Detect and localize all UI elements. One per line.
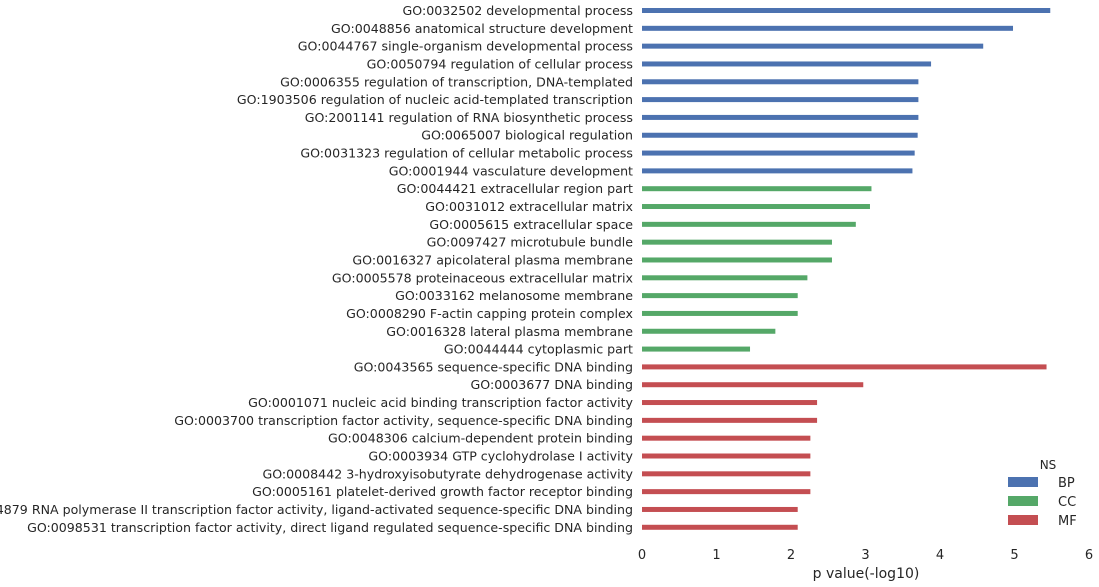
x-tick-label: 1 xyxy=(712,548,720,563)
legend-label-cc: CC xyxy=(1058,495,1076,510)
y-tick-label: GO:0016327 apicolateral plasma membrane xyxy=(352,252,633,267)
bar-mf xyxy=(642,435,811,441)
legend-swatch-cc xyxy=(1008,496,1038,506)
y-tick-label: GO:0003934 GTP cyclohydrolase I activity xyxy=(368,449,633,464)
bar-mf xyxy=(642,471,811,477)
legend-swatch-mf xyxy=(1008,515,1038,525)
y-tick-label: GO:0098531 transcription factor activity… xyxy=(27,520,633,535)
y-tick-label: GO:0065007 biological regulation xyxy=(421,128,633,143)
y-tick-label: GO:0003677 DNA binding xyxy=(471,377,633,392)
legend-label-mf: MF xyxy=(1058,514,1077,529)
bar-cc xyxy=(642,346,751,352)
bar-cc xyxy=(642,257,832,263)
y-tick-labels: GO:0032502 developmental process GO:00488… xyxy=(0,3,634,535)
bar-bp xyxy=(642,43,984,49)
y-tick-label: GO:0005578 proteinaceous extracellular m… xyxy=(332,270,634,285)
bar-bp xyxy=(642,8,1051,13)
bar-cc xyxy=(642,310,798,316)
legend-label-bp: BP xyxy=(1058,476,1075,491)
y-tick-label: GO:0097427 microtubule bundle xyxy=(427,235,634,250)
bar-bp xyxy=(642,79,919,85)
bar-cc xyxy=(642,221,856,227)
bar-bp xyxy=(642,168,913,174)
y-tick-label: GO:0005615 extracellular space xyxy=(429,217,633,232)
bar-bp xyxy=(642,25,1014,31)
y-tick-label: GO:0008442 3-hydroxyisobutyrate dehydrog… xyxy=(262,466,633,481)
x-tick-label: 2 xyxy=(787,548,795,563)
legend-swatch-bp xyxy=(1008,477,1038,487)
y-tick-label: GO:0005161 platelet-derived growth facto… xyxy=(252,484,633,499)
x-tick-label: 4 xyxy=(936,548,944,563)
y-tick-label: GO:0033162 melanosome membrane xyxy=(395,288,633,303)
y-tick-label: GO:0008290 F-actin capping protein compl… xyxy=(346,306,633,321)
bar-cc xyxy=(642,204,870,210)
y-tick-label: GO:0031012 extracellular matrix xyxy=(425,199,633,214)
y-tick-label: GO:0016328 lateral plasma membrane xyxy=(386,324,633,339)
bar-bp xyxy=(642,97,919,103)
bar-bp xyxy=(642,132,918,138)
y-tick-label: GO:0043565 sequence-specific DNA binding xyxy=(354,359,633,374)
bar-bp xyxy=(642,114,919,120)
y-tick-label: GO:0044767 single-organism developmental… xyxy=(298,39,633,54)
x-tick-label: 5 xyxy=(1010,548,1018,563)
bar-mf xyxy=(642,382,864,388)
x-tick-labels: 0 1 2 3 4 5 6 xyxy=(638,548,1093,563)
x-tick-label: 0 xyxy=(638,548,646,563)
y-tick-label: GO:0044444 cytoplasmic part xyxy=(444,342,633,357)
x-axis-label: p value(-log10) xyxy=(813,566,920,582)
x-tick-label: 6 xyxy=(1085,548,1093,563)
bar-cc xyxy=(642,275,808,281)
y-tick-label: GO:0050794 regulation of cellular proces… xyxy=(367,56,633,71)
y-tick-label: GO:0032502 developmental process xyxy=(403,3,633,18)
legend-title: NS xyxy=(1040,458,1057,472)
bar-cc xyxy=(642,239,832,245)
legend: NS BP CC MF xyxy=(1008,458,1077,529)
bar-mf xyxy=(642,364,1047,370)
bars-group xyxy=(642,8,1051,530)
bar-mf xyxy=(642,524,798,530)
bar-mf xyxy=(642,453,811,459)
y-tick-label: GO:0044421 extracellular region part xyxy=(397,181,633,196)
bar-mf xyxy=(642,417,818,423)
bar-cc xyxy=(642,186,872,192)
bar-bp xyxy=(642,150,915,156)
bar-mf xyxy=(642,506,798,512)
y-tick-label: GO:0048306 calcium-dependent protein bin… xyxy=(328,431,633,446)
y-tick-label: GO:2001141 regulation of RNA biosyntheti… xyxy=(305,110,633,125)
y-tick-label: GO:0004879 RNA polymerase II transcripti… xyxy=(0,502,633,517)
bar-cc xyxy=(642,293,798,299)
y-tick-label: GO:0001071 nucleic acid binding transcri… xyxy=(248,395,633,410)
y-tick-label: GO:0048856 anatomical structure developm… xyxy=(331,21,633,36)
bar-cc xyxy=(642,328,776,334)
y-tick-label: GO:0031323 regulation of cellular metabo… xyxy=(300,146,633,161)
x-tick-label: 3 xyxy=(861,548,869,563)
y-tick-label: GO:0003700 transcription factor activity… xyxy=(174,413,633,428)
y-tick-label: GO:1903506 regulation of nucleic acid-te… xyxy=(237,92,633,107)
y-tick-label: GO:0001944 vasculature development xyxy=(389,163,633,178)
bar-bp xyxy=(642,61,932,67)
y-tick-label: GO:0006355 regulation of transcription, … xyxy=(280,74,633,89)
bar-mf xyxy=(642,400,818,406)
bar-mf xyxy=(642,489,811,495)
